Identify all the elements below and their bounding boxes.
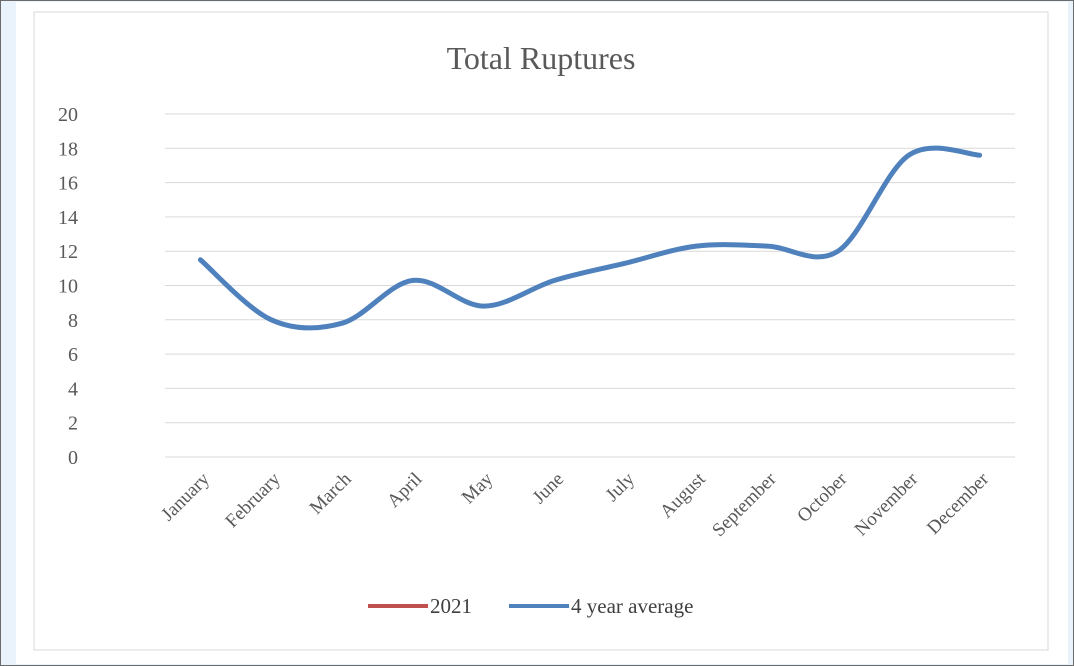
series-line-1 <box>197 145 983 331</box>
y-tick-label: 4 <box>68 378 78 400</box>
y-tick-label: 10 <box>58 276 78 298</box>
legend-label: 4 year average <box>571 594 693 618</box>
plot-border <box>33 11 1049 651</box>
legend-item[interactable]: 4 year average <box>509 594 693 618</box>
y-tick-label: 20 <box>58 104 78 126</box>
y-tick-label: 6 <box>68 344 78 366</box>
y-tick-label: 16 <box>58 173 78 195</box>
chart-title: Total Ruptures <box>447 40 636 76</box>
gridlines <box>165 113 1015 458</box>
y-axis-ticks: 0 2 4 6 8 10 12 14 16 18 20 <box>58 104 78 469</box>
y-tick-label: 12 <box>58 241 78 263</box>
legend-item[interactable]: 2021 <box>368 594 472 618</box>
legend-label: 2021 <box>430 594 472 618</box>
y-tick-label: 14 <box>58 207 78 229</box>
legend[interactable]: 2021 4 year average <box>368 594 693 618</box>
y-tick-label: 18 <box>58 138 78 160</box>
series-lines <box>197 145 983 331</box>
y-tick-label: 8 <box>68 310 78 332</box>
y-tick-label: 0 <box>68 447 78 469</box>
y-tick-label: 2 <box>68 413 78 435</box>
